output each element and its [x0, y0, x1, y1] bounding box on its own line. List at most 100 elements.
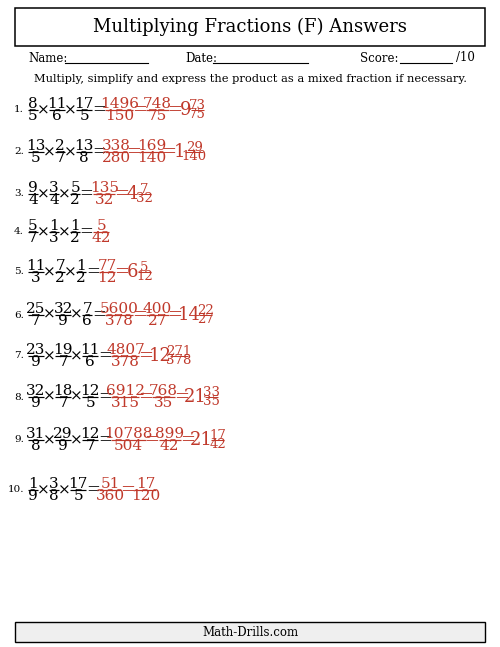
- Text: 7: 7: [140, 182, 148, 196]
- Text: 5: 5: [31, 151, 41, 165]
- Text: 11: 11: [80, 343, 100, 357]
- Text: ×: ×: [64, 265, 77, 279]
- Text: 13: 13: [74, 139, 94, 153]
- Text: 51: 51: [100, 477, 120, 491]
- Text: 360: 360: [96, 489, 125, 503]
- Text: 29: 29: [54, 427, 73, 441]
- Text: 12: 12: [80, 427, 100, 441]
- Text: 12: 12: [136, 270, 152, 283]
- Text: 2: 2: [70, 193, 80, 207]
- Text: 2: 2: [55, 271, 65, 285]
- Text: =: =: [98, 432, 112, 448]
- Text: 11: 11: [26, 259, 46, 273]
- Text: 6: 6: [52, 109, 62, 123]
- Text: =: =: [92, 144, 106, 160]
- Text: 400: 400: [143, 302, 172, 316]
- Text: 32: 32: [26, 384, 46, 398]
- Text: 3: 3: [50, 477, 59, 491]
- Text: 271: 271: [166, 345, 192, 358]
- Text: ×: ×: [70, 349, 83, 363]
- Text: =: =: [132, 306, 148, 324]
- Text: 77: 77: [98, 259, 117, 273]
- Text: 7: 7: [31, 314, 41, 328]
- Text: 6912: 6912: [106, 384, 145, 398]
- Text: =: =: [98, 388, 112, 406]
- Text: ×: ×: [43, 433, 56, 447]
- Text: =: =: [120, 481, 136, 499]
- Text: 32: 32: [136, 192, 153, 205]
- Text: =: =: [168, 306, 182, 324]
- Text: 19: 19: [54, 343, 73, 357]
- Text: 32: 32: [94, 193, 114, 207]
- Text: 7: 7: [28, 231, 38, 245]
- Text: ×: ×: [70, 390, 83, 404]
- Text: 2.: 2.: [14, 148, 24, 157]
- Text: 9: 9: [28, 489, 38, 503]
- Text: 42: 42: [209, 438, 226, 451]
- Text: 2: 2: [70, 231, 80, 245]
- Text: 9: 9: [31, 396, 41, 410]
- Text: 1: 1: [49, 219, 59, 233]
- Text: 42: 42: [92, 231, 111, 245]
- Text: 33: 33: [203, 386, 220, 399]
- Text: 5600: 5600: [100, 302, 139, 316]
- Bar: [15, 8, 485, 46]
- Text: Date:: Date:: [185, 52, 217, 65]
- Text: 9: 9: [31, 355, 41, 369]
- Text: 8: 8: [80, 151, 89, 165]
- Text: 17: 17: [74, 97, 94, 111]
- Text: 338: 338: [102, 139, 131, 153]
- Text: 1496: 1496: [100, 97, 139, 111]
- Text: 1: 1: [174, 143, 185, 161]
- Text: =: =: [98, 347, 112, 364]
- Text: 29: 29: [186, 141, 202, 154]
- Text: 6: 6: [86, 355, 95, 369]
- Text: 35: 35: [203, 395, 220, 408]
- Text: 17: 17: [209, 429, 226, 442]
- Text: 17: 17: [136, 477, 155, 491]
- Text: ×: ×: [37, 225, 50, 239]
- Text: 135: 135: [90, 181, 118, 195]
- Text: 768: 768: [149, 384, 178, 398]
- Text: 9: 9: [28, 181, 38, 195]
- Text: =: =: [138, 388, 154, 406]
- Text: =: =: [86, 481, 100, 498]
- Text: =: =: [92, 102, 106, 118]
- Text: 9.: 9.: [14, 435, 24, 444]
- Text: Multiplying Fractions (F) Answers: Multiplying Fractions (F) Answers: [93, 18, 407, 36]
- Text: =: =: [92, 307, 106, 324]
- Text: ×: ×: [64, 145, 77, 159]
- Text: 378: 378: [105, 314, 134, 328]
- Text: 12: 12: [98, 271, 117, 285]
- Text: 22: 22: [197, 303, 214, 317]
- Text: 5: 5: [28, 109, 38, 123]
- Text: 140: 140: [182, 150, 207, 163]
- Text: 150: 150: [105, 109, 134, 123]
- Text: 3: 3: [31, 271, 41, 285]
- Text: Multiply, simplify and express the product as a mixed fraction if necessary.: Multiply, simplify and express the produ…: [34, 74, 467, 84]
- Text: =: =: [114, 185, 130, 203]
- Text: ×: ×: [43, 308, 56, 322]
- Text: 1: 1: [70, 219, 80, 233]
- Text: ×: ×: [64, 103, 77, 117]
- Text: 1: 1: [28, 477, 38, 491]
- Text: 7: 7: [56, 259, 65, 273]
- Text: ×: ×: [37, 187, 50, 201]
- Text: 5: 5: [140, 261, 148, 274]
- Text: =: =: [162, 143, 176, 161]
- Text: 6.: 6.: [14, 311, 24, 320]
- Text: 7: 7: [58, 396, 68, 410]
- Text: 504: 504: [114, 439, 143, 453]
- Text: ×: ×: [43, 265, 56, 279]
- Text: 5: 5: [86, 396, 95, 410]
- Text: 2: 2: [76, 271, 86, 285]
- Text: =: =: [168, 101, 182, 119]
- Text: 27: 27: [197, 313, 214, 326]
- Text: 5: 5: [28, 219, 38, 233]
- Text: 25: 25: [26, 302, 46, 316]
- Text: /10: /10: [456, 52, 475, 65]
- Text: 7: 7: [86, 439, 95, 453]
- Text: 4: 4: [28, 193, 38, 207]
- Text: 140: 140: [137, 151, 166, 165]
- Text: ×: ×: [70, 308, 83, 322]
